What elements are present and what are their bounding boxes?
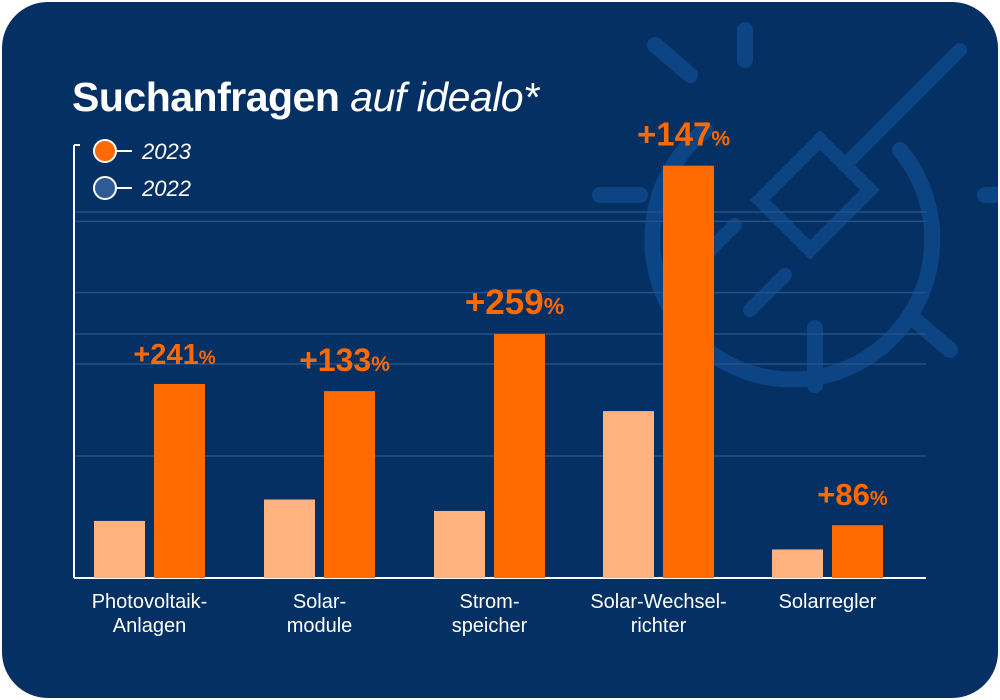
chart-title-bold: Suchanfragen: [72, 74, 340, 120]
lightbulb-icon: [592, 22, 998, 393]
legend-item-2023: 2023: [93, 139, 192, 164]
bar-2023-1: [154, 383, 205, 578]
chart-title: Suchanfragen auf idealo*: [72, 74, 539, 121]
bar-2022-3: [434, 510, 485, 578]
category-label-2: module: [287, 615, 353, 637]
legend-2023-marker: [93, 139, 117, 163]
bar-2023-4: [663, 165, 714, 578]
category-label-4: Solar-Wechsel-: [590, 591, 726, 613]
bar-label-unit: %: [711, 128, 730, 151]
bar-2022-4: [603, 411, 654, 578]
legend-item-2022: 2022: [93, 176, 191, 201]
bar-2023-5: [832, 525, 883, 578]
category-label-2: Solar-: [293, 591, 346, 613]
legend-2022-label: 2022: [141, 176, 191, 201]
legend-2023-label: 2023: [141, 139, 192, 164]
bar-label-value: +147: [637, 116, 711, 153]
bar-label-unit: %: [870, 488, 888, 510]
bar-label-4: +147%: [637, 116, 730, 153]
category-label-1: Photovoltaik-: [92, 591, 208, 613]
bar-label-unit: %: [371, 353, 390, 376]
bar-label-unit: %: [199, 348, 216, 369]
category-label-4: richter: [631, 615, 687, 637]
category-label-5: Solarregler: [779, 591, 877, 613]
bar-2022-1: [94, 520, 145, 578]
chart-title-italic: auf idealo*: [350, 74, 539, 120]
category-label-1: Anlagen: [113, 615, 186, 637]
bar-2022-5: [772, 549, 823, 578]
legend-2022-marker: [93, 176, 117, 200]
bar-label-value: +241: [133, 339, 198, 371]
bar-2023-2: [324, 391, 375, 578]
bar-label-1: +241%: [133, 339, 215, 371]
bar-label-value: +133: [299, 342, 371, 378]
bar-label-unit: %: [544, 293, 564, 319]
category-label-3: speicher: [452, 615, 528, 637]
bar-label-5: +86%: [817, 477, 888, 512]
bar-label-3: +259%: [465, 283, 564, 322]
legend: 2023 2022: [93, 139, 192, 201]
bar-label-2: +133%: [299, 342, 390, 378]
bar-2023-3: [494, 334, 545, 578]
category-label-3: Strom-: [460, 591, 520, 613]
bar-2022-2: [264, 499, 315, 578]
bar-label-value: +86: [817, 477, 870, 512]
bar-label-value: +259: [465, 283, 544, 322]
